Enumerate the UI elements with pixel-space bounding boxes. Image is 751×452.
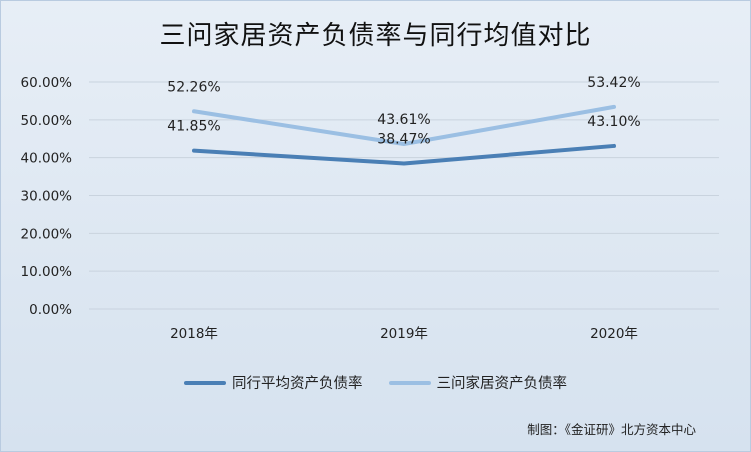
- data-label: 41.85%: [167, 119, 220, 135]
- data-labels: 41.85% 38.47% 43.10% 52.26% 43.61% 53.42%: [167, 75, 640, 148]
- x-tick-label: 2019年: [380, 326, 428, 342]
- series-line-sanwen: [192, 104, 616, 147]
- legend-swatch: [388, 380, 431, 385]
- data-label: 43.10%: [587, 114, 640, 130]
- series-lines: [192, 104, 616, 166]
- chart-title: 三问家居资产负债率与同行均值对比: [159, 21, 592, 51]
- data-label: 38.47%: [377, 131, 430, 147]
- x-tick-label: 2018年: [170, 326, 218, 342]
- plot-area: 0.00% 10.00% 20.00% 30.00% 40.00% 50.00% 60.00…: [21, 75, 719, 342]
- y-axis-ticks: 0.00% 10.00% 20.00% 30.00% 40.00% 50.00% 60.00…: [21, 75, 73, 318]
- gridlines: [89, 81, 719, 310]
- legend-item-sanwen: 三问家居资产负债率: [388, 372, 568, 393]
- data-label: 43.61%: [377, 112, 430, 128]
- y-tick-label: 40.00%: [21, 151, 73, 167]
- y-tick-label: 0.00%: [29, 302, 72, 318]
- legend-swatch: [184, 380, 226, 385]
- data-label: 53.42%: [587, 75, 640, 91]
- x-tick-label: 2020年: [590, 326, 638, 342]
- y-tick-label: 10.00%: [21, 264, 73, 280]
- series-line-peer-average: [192, 143, 616, 166]
- legend-label: 三问家居资产负债率: [436, 376, 568, 392]
- source-note: 制图：《金证研》北方资本中心: [527, 422, 696, 437]
- legend-label: 同行平均资产负债率: [232, 376, 363, 392]
- x-axis-ticks: 2018年 2019年 2020年: [170, 326, 638, 342]
- data-label: 52.26%: [167, 79, 220, 95]
- legend-item-peer-average: 同行平均资产负债率: [184, 372, 363, 393]
- y-tick-label: 50.00%: [21, 113, 73, 129]
- legend: 同行平均资产负债率 三问家居资产负债率: [1, 372, 750, 393]
- y-tick-label: 30.00%: [21, 189, 73, 205]
- y-tick-label: 60.00%: [21, 75, 73, 91]
- y-tick-label: 20.00%: [21, 226, 73, 242]
